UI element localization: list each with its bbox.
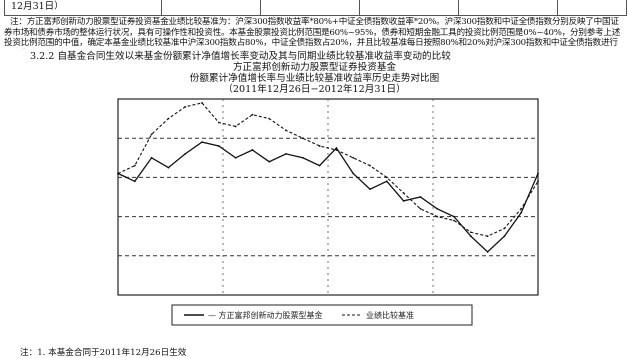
table-cell	[360, 0, 459, 15]
data-point	[436, 207, 439, 210]
data-point	[167, 166, 170, 169]
data-point	[453, 219, 455, 222]
data-point	[217, 145, 220, 147]
data-point	[184, 152, 187, 155]
benchmark-note: 注：方正富邦创新动力股票型证券投资基金业绩比较基准为：沪深300指数收益率*80…	[4, 17, 621, 49]
data-point	[335, 147, 338, 149]
data-point	[201, 102, 203, 104]
data-point	[251, 113, 254, 116]
data-point	[453, 215, 455, 218]
data-point	[251, 149, 254, 151]
data-point	[486, 250, 489, 253]
data-point	[402, 200, 405, 202]
legend-label-fund: — 方正富邦创新动力股票型基金	[208, 310, 323, 320]
data-point	[301, 137, 304, 140]
data-point	[234, 156, 237, 159]
data-point	[385, 180, 388, 183]
data-point	[369, 188, 371, 191]
legend-box	[171, 304, 473, 326]
data-point	[385, 176, 388, 179]
data-point	[133, 180, 136, 183]
footnote: 注：1. 本基金合同于2011年12月26日生效	[20, 348, 187, 358]
data-point	[268, 117, 271, 120]
data-point	[301, 156, 304, 159]
data-point	[419, 196, 422, 198]
data-point	[352, 156, 355, 159]
table-cell	[459, 0, 558, 15]
data-point	[503, 227, 506, 230]
data-point	[503, 235, 506, 238]
data-point	[318, 145, 321, 147]
table-cell	[162, 0, 261, 15]
data-point	[520, 211, 523, 214]
data-point	[486, 235, 489, 238]
data-point	[268, 160, 271, 163]
data-point	[537, 172, 539, 175]
data-point	[285, 152, 287, 155]
data-point	[335, 149, 338, 151]
table-cell	[261, 0, 360, 15]
data-point	[184, 105, 187, 108]
data-point	[133, 164, 136, 167]
data-point	[469, 235, 472, 238]
series-line-1	[117, 141, 539, 253]
table-cell: 12月31日）	[5, 0, 162, 15]
data-point	[352, 172, 355, 175]
data-point	[436, 215, 439, 218]
data-point	[520, 207, 523, 210]
section-heading: 3.2.2 自基金合同生效以来基金份额累计净值增长率变动及其与同期业绩比较基准收…	[30, 51, 451, 62]
data-point	[318, 164, 321, 167]
data-point	[285, 129, 287, 132]
table-cell	[558, 0, 626, 15]
data-point	[537, 180, 539, 183]
data-point	[402, 192, 405, 194]
series-line-2	[117, 102, 539, 237]
data-point	[469, 231, 472, 234]
data-point	[150, 156, 153, 159]
performance-chart: — 方正富邦创新动力股票型基金 业绩比较基准	[112, 95, 544, 345]
legend-label-benchmark: 业绩比较基准	[366, 310, 414, 320]
chart-title-main: 份额累计净值增长率与业绩比较基准收益率历史走势对比图	[189, 73, 440, 84]
data-point	[117, 172, 119, 175]
data-point	[167, 117, 170, 120]
performance-chart-svg: — 方正富邦创新动力股票型基金 业绩比较基准	[117, 98, 539, 326]
table-fragment-row: 12月31日）	[4, 0, 627, 16]
data-point	[369, 164, 371, 167]
chart-title-period: （2011年12月26日−2012年12月31日）	[223, 84, 406, 95]
data-point	[217, 121, 220, 124]
data-point	[201, 141, 203, 144]
chart-title-fund: 方正富邦创新动力股票型证券投资基金	[232, 62, 397, 73]
data-point	[419, 207, 422, 210]
data-point	[234, 125, 237, 128]
data-point	[150, 133, 153, 136]
